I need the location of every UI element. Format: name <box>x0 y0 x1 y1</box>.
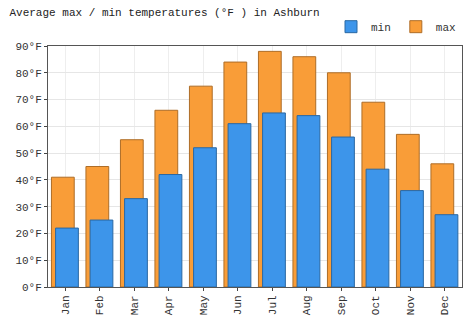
svg-text:min: min <box>371 22 391 34</box>
svg-text:80°F: 80°F <box>15 68 41 80</box>
svg-text:Mar: Mar <box>129 295 141 315</box>
svg-text:60°F: 60°F <box>15 121 41 133</box>
svg-text:Oct: Oct <box>370 295 382 315</box>
svg-text:90°F: 90°F <box>15 41 41 53</box>
svg-text:30°F: 30°F <box>15 202 41 214</box>
svg-text:40°F: 40°F <box>15 175 41 187</box>
svg-text:0°F: 0°F <box>22 282 42 294</box>
svg-text:Feb: Feb <box>94 295 106 315</box>
svg-text:May: May <box>198 295 210 315</box>
svg-text:Dec: Dec <box>439 295 451 315</box>
svg-text:Apr: Apr <box>163 295 175 315</box>
svg-text:Jun: Jun <box>232 295 244 315</box>
svg-text:Sep: Sep <box>336 295 348 315</box>
svg-text:Average max / min temperatures: Average max / min temperatures (°F ) in … <box>9 7 319 19</box>
svg-text:Jan: Jan <box>60 295 72 315</box>
svg-text:Nov: Nov <box>405 295 417 315</box>
svg-text:Aug: Aug <box>301 295 313 315</box>
svg-text:20°F: 20°F <box>15 228 41 240</box>
svg-text:10°F: 10°F <box>15 255 41 267</box>
svg-text:Jul: Jul <box>267 295 279 315</box>
svg-text:50°F: 50°F <box>15 148 41 160</box>
svg-text:max: max <box>436 22 456 34</box>
svg-text:70°F: 70°F <box>15 94 41 106</box>
